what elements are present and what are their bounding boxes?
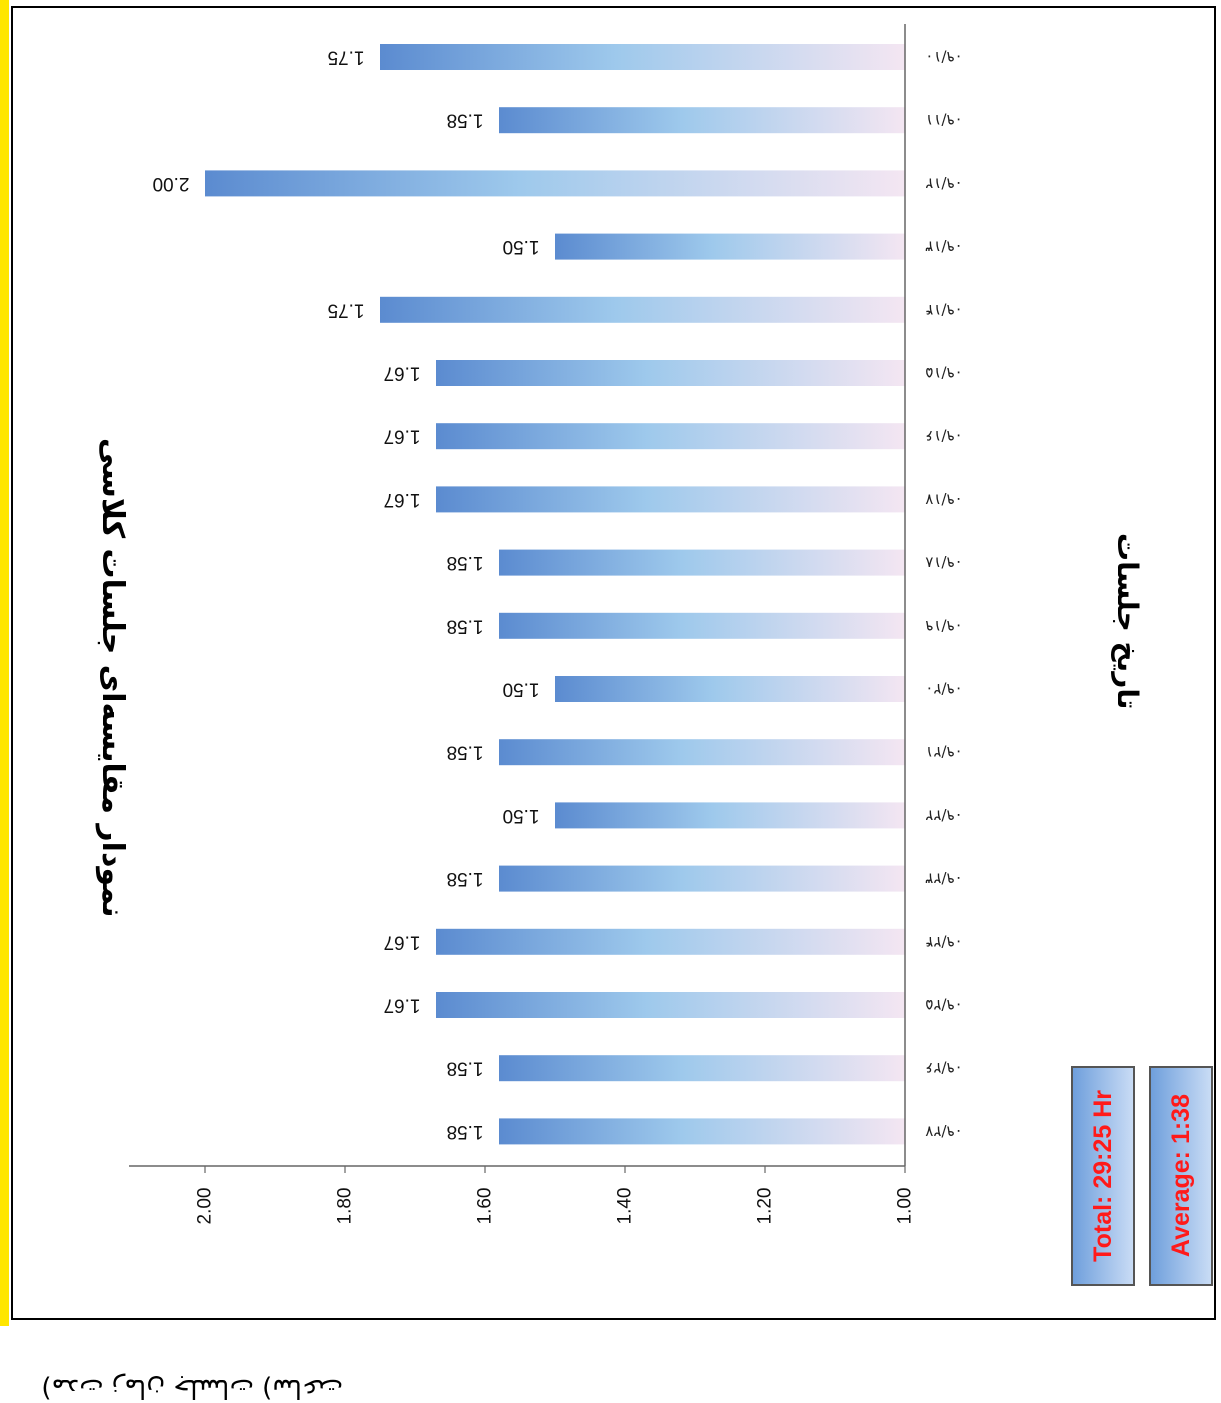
- category-label: ۰۹/۱۲: [925, 174, 962, 192]
- category-label: ۰۹/۱۶: [925, 427, 962, 445]
- value-tick-label: 1.40: [615, 1188, 636, 1225]
- value-tick-label: 1.00: [895, 1188, 916, 1225]
- category-label: ۰۹/۱۱: [925, 111, 962, 129]
- bar: [436, 423, 905, 450]
- bar: [380, 44, 905, 70]
- bar-value-label: 1.75: [328, 299, 365, 320]
- bar-value-label: 1.58: [447, 1121, 484, 1142]
- value-tick-label: 1.20: [755, 1188, 776, 1225]
- bar: [555, 233, 905, 260]
- category-label: ۰۹/۲۴: [925, 933, 962, 951]
- bar: [499, 1118, 905, 1145]
- bar: [499, 1055, 905, 1082]
- category-label: ۰۹/۲۷: [925, 1122, 962, 1140]
- bar-value-label: 1.58: [447, 110, 484, 131]
- bar: [499, 865, 905, 892]
- bar-value-label: 1.58: [447, 868, 484, 889]
- bar: [436, 360, 905, 386]
- value-tick-label: 1.80: [335, 1188, 356, 1225]
- bar-value-label: 1.67: [384, 995, 421, 1016]
- bar-value-label: 1.75: [328, 47, 365, 68]
- category-label: ۰۹/۲۶: [925, 1059, 962, 1077]
- average-time-text: Average: 1:38: [1166, 1094, 1195, 1258]
- bar-chart: 1.75 1.58 2.00 1.50 1.75 1.67 1.67 1.67 1.58 1.58…: [129, 24, 963, 1225]
- category-label: ۰۹/۲۲: [925, 806, 962, 824]
- bar: [499, 612, 905, 639]
- total-hours-text: Total: 29:25 Hr: [1088, 1090, 1117, 1262]
- category-axis-title: تاریخ جلسات: [1111, 533, 1144, 710]
- bar-value-label: 1.67: [384, 426, 421, 447]
- bar-value-label: 1.58: [447, 552, 484, 573]
- category-label: ۰۹/۱۸: [925, 554, 962, 572]
- bar: [499, 549, 905, 576]
- category-label: ۰۹/۱۷: [925, 490, 962, 508]
- category-label: ۰۹/۲۳: [925, 870, 962, 888]
- average-time-box: Average: 1:38: [1149, 1066, 1213, 1286]
- left-edge-strip: [0, 0, 9, 1326]
- category-label: ۰۹/۱۹: [925, 617, 962, 635]
- category-label: ۰۹/۲۰: [925, 680, 962, 698]
- bar: [436, 992, 905, 1018]
- bar: [499, 739, 905, 766]
- bar-value-label: 1.58: [447, 742, 484, 763]
- category-label: ۰۹/۲۵: [925, 996, 962, 1014]
- category-label: ۰۹/۱۰: [925, 48, 962, 66]
- bar: [499, 107, 905, 134]
- bar-value-label: 2.00: [153, 173, 190, 194]
- total-hours-box: Total: 29:25 Hr: [1071, 1066, 1135, 1286]
- chart-frame: 1.75 1.58 2.00 1.50 1.75 1.67 1.67 1.67 1.58 1.58…: [11, 6, 1216, 1403]
- bar-value-label: 1.58: [447, 1058, 484, 1079]
- category-label: ۰۹/۱۴: [925, 301, 962, 319]
- bar-value-label: 1.67: [384, 489, 421, 510]
- value-axis-title: (ﻣﺪﺕ ﺯﻣﺎﻥ ﺟﻠﺴﺎﺕ (ﺳﺎﻋﺖ: [41, 1373, 343, 1403]
- bar: [436, 928, 905, 955]
- bar: [436, 486, 905, 513]
- bar-value-label: 1.50: [503, 805, 540, 826]
- bar-value-label: 1.67: [384, 931, 421, 952]
- bar-value-label: 1.50: [503, 679, 540, 700]
- category-label: ۰۹/۲۱: [925, 743, 962, 761]
- bar-value-label: 1.50: [503, 236, 540, 257]
- value-tick-label: 2.00: [195, 1188, 216, 1225]
- category-label: ۰۹/۱۳: [925, 238, 962, 256]
- category-label: ۰۹/۱۵: [925, 364, 962, 382]
- value-tick-label: 1.60: [475, 1188, 496, 1225]
- bar-value-label: 1.67: [384, 363, 421, 384]
- bar-value-label: 1.58: [447, 615, 484, 636]
- chart-title: نمودار مقایسه‌ای جلسات کلاسی: [95, 438, 130, 918]
- bar: [205, 170, 905, 197]
- bar: [555, 802, 905, 829]
- bar: [380, 296, 905, 323]
- bar: [555, 676, 905, 702]
